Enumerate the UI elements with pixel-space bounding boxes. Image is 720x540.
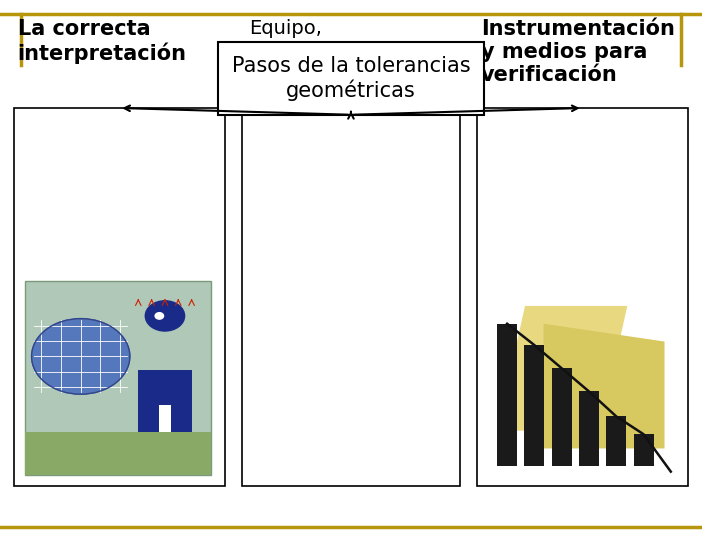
Polygon shape bbox=[544, 323, 665, 448]
Bar bbox=[634, 434, 654, 466]
Text: Equipo,
Maquinaria y
Proceso: Equipo, Maquinaria y Proceso bbox=[249, 19, 375, 82]
Bar bbox=[24, 281, 210, 475]
Bar bbox=[242, 108, 460, 486]
Text: Pasos de la tolerancias
geométricas: Pasos de la tolerancias geométricas bbox=[232, 56, 470, 101]
Circle shape bbox=[32, 319, 130, 394]
Polygon shape bbox=[497, 306, 627, 431]
Bar bbox=[138, 370, 192, 433]
Bar bbox=[24, 433, 210, 475]
Bar bbox=[14, 108, 225, 486]
Circle shape bbox=[145, 301, 184, 331]
Text: Instrumentación
y medios para
verificación: Instrumentación y medios para verificaci… bbox=[481, 19, 675, 85]
Text: La correcta
interpretación: La correcta interpretación bbox=[17, 19, 186, 64]
Bar bbox=[217, 42, 485, 115]
Circle shape bbox=[155, 313, 163, 319]
Bar bbox=[497, 323, 517, 466]
Bar bbox=[477, 108, 688, 486]
Bar bbox=[552, 368, 572, 466]
Bar bbox=[606, 416, 626, 466]
Bar bbox=[159, 406, 171, 433]
Bar bbox=[524, 345, 544, 466]
Bar bbox=[579, 392, 599, 466]
